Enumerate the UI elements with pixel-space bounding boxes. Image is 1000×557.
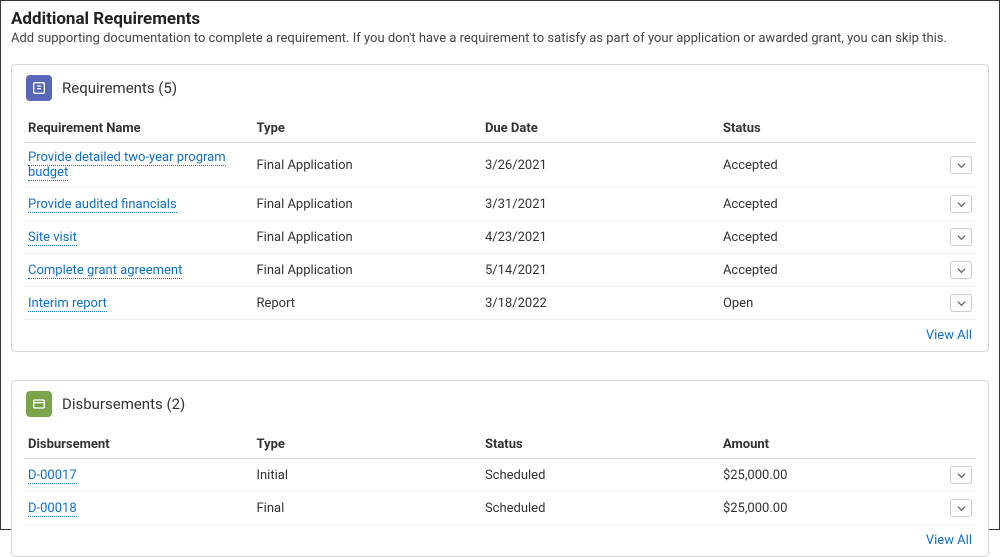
- chevron-down-icon: [957, 161, 966, 170]
- table-row: D-00017 InitialScheduled$25,000.00: [24, 459, 976, 492]
- requirements-view-all-link[interactable]: View All: [926, 328, 972, 343]
- requirement-name-link[interactable]: Provide audited financials: [28, 197, 177, 213]
- table-row: Provide detailed two-year program budget…: [24, 143, 976, 188]
- requirement-due: 3/26/2021: [481, 143, 719, 188]
- disbursements-card-header: Disbursements (2): [24, 391, 976, 417]
- disbursement-status: Scheduled: [481, 459, 719, 492]
- table-row: D-00018 FinalScheduled$25,000.00: [24, 492, 976, 525]
- column-header-status: Status: [481, 431, 719, 459]
- chevron-down-icon: [957, 299, 966, 308]
- requirement-due: 5/14/2021: [481, 254, 719, 287]
- requirement-name-link[interactable]: Complete grant agreement: [28, 263, 182, 279]
- page-description: Add supporting documentation to complete…: [11, 31, 989, 46]
- disbursements-view-all-link[interactable]: View All: [926, 533, 972, 548]
- requirements-icon: [26, 75, 52, 101]
- disbursements-table: Disbursement Type Status Amount D-00017 I…: [24, 431, 976, 525]
- chevron-down-icon: [957, 266, 966, 275]
- disbursement-amount: $25,000.00: [719, 492, 946, 525]
- chevron-down-icon: [957, 471, 966, 480]
- disbursement-name-link[interactable]: D-00018: [28, 501, 77, 517]
- chevron-down-icon: [957, 504, 966, 513]
- requirements-table: Requirement Name Type Due Date Status Pr…: [24, 115, 976, 320]
- row-action-button[interactable]: [950, 294, 972, 312]
- disbursement-name-link[interactable]: D-00017: [28, 468, 77, 484]
- requirement-type: Final Application: [252, 188, 480, 221]
- disbursement-type: Initial: [252, 459, 480, 492]
- requirement-due: 3/31/2021: [481, 188, 719, 221]
- disbursement-status: Scheduled: [481, 492, 719, 525]
- table-row: Site visit Final Application4/23/2021Acce…: [24, 221, 976, 254]
- row-action-button[interactable]: [950, 156, 972, 174]
- requirement-type: Report: [252, 287, 480, 320]
- requirements-card: Requirements (5) Requirement Name Type D…: [11, 64, 989, 352]
- row-action-button[interactable]: [950, 466, 972, 484]
- requirement-name-link[interactable]: Site visit: [28, 230, 77, 246]
- table-row: Complete grant agreement Final Applicatio…: [24, 254, 976, 287]
- disbursements-icon: [26, 391, 52, 417]
- requirement-type: Final Application: [252, 254, 480, 287]
- row-action-button[interactable]: [950, 195, 972, 213]
- chevron-down-icon: [957, 200, 966, 209]
- disbursements-card: Disbursements (2) Disbursement Type Stat…: [11, 380, 989, 557]
- chevron-down-icon: [957, 233, 966, 242]
- requirement-name-link[interactable]: Interim report: [28, 296, 107, 312]
- table-row: Provide audited financials Final Applicat…: [24, 188, 976, 221]
- requirement-type: Final Application: [252, 221, 480, 254]
- requirements-view-all-wrap: View All: [24, 320, 976, 345]
- disbursement-amount: $25,000.00: [719, 459, 946, 492]
- table-row: Interim report Report3/18/2022Open: [24, 287, 976, 320]
- row-action-button[interactable]: [950, 261, 972, 279]
- row-action-button[interactable]: [950, 499, 972, 517]
- column-header-status: Status: [719, 115, 946, 143]
- column-header-due: Due Date: [481, 115, 719, 143]
- requirement-status: Accepted: [719, 221, 946, 254]
- requirement-due: 4/23/2021: [481, 221, 719, 254]
- column-header-type: Type: [252, 431, 480, 459]
- requirements-title: Requirements (5): [62, 79, 177, 97]
- column-header-name: Requirement Name: [24, 115, 252, 143]
- column-header-amount: Amount: [719, 431, 946, 459]
- disbursements-view-all-wrap: View All: [24, 525, 976, 550]
- disbursements-title: Disbursements (2): [62, 395, 185, 413]
- requirement-status: Accepted: [719, 254, 946, 287]
- column-header-disbursement: Disbursement: [24, 431, 252, 459]
- row-action-button[interactable]: [950, 228, 972, 246]
- requirement-status: Accepted: [719, 143, 946, 188]
- requirement-status: Open: [719, 287, 946, 320]
- requirement-type: Final Application: [252, 143, 480, 188]
- column-header-type: Type: [252, 115, 480, 143]
- requirements-card-header: Requirements (5): [24, 75, 976, 101]
- requirement-due: 3/18/2022: [481, 287, 719, 320]
- requirement-name-link[interactable]: Provide detailed two-year program budget: [28, 150, 226, 181]
- requirement-status: Accepted: [719, 188, 946, 221]
- page-title: Additional Requirements: [11, 9, 989, 29]
- disbursement-type: Final: [252, 492, 480, 525]
